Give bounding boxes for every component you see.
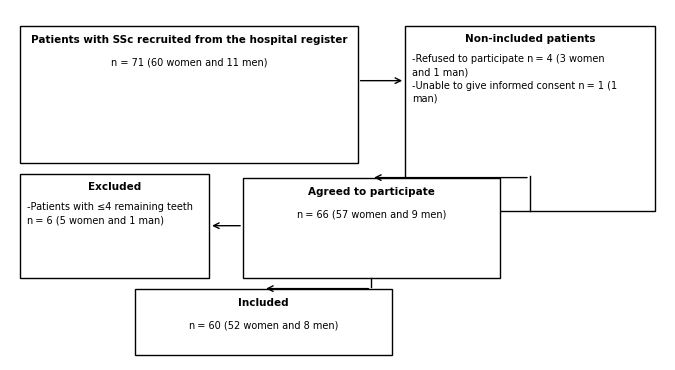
- Text: n = 66 (57 women and 9 men): n = 66 (57 women and 9 men): [296, 209, 446, 219]
- Text: -Refused to participate n = 4 (3 women
and 1 man)
-Unable to give informed conse: -Refused to participate n = 4 (3 women a…: [412, 54, 617, 104]
- FancyBboxPatch shape: [20, 26, 358, 163]
- Text: Agreed to participate: Agreed to participate: [308, 187, 435, 197]
- FancyBboxPatch shape: [135, 289, 391, 355]
- FancyBboxPatch shape: [243, 178, 500, 278]
- Text: Included: Included: [238, 298, 289, 308]
- FancyBboxPatch shape: [20, 174, 209, 278]
- Text: -Patients with ≤4 remaining teeth
n = 6 (5 women and 1 man): -Patients with ≤4 remaining teeth n = 6 …: [27, 202, 193, 226]
- Text: n = 71 (60 women and 11 men): n = 71 (60 women and 11 men): [111, 57, 267, 67]
- FancyBboxPatch shape: [405, 26, 655, 211]
- Text: Patients with SSc recruited from the hospital register: Patients with SSc recruited from the hos…: [31, 35, 347, 45]
- Text: n = 60 (52 women and 8 men): n = 60 (52 women and 8 men): [188, 320, 338, 330]
- Text: Excluded: Excluded: [88, 182, 141, 192]
- Text: Non-included patients: Non-included patients: [464, 34, 595, 44]
